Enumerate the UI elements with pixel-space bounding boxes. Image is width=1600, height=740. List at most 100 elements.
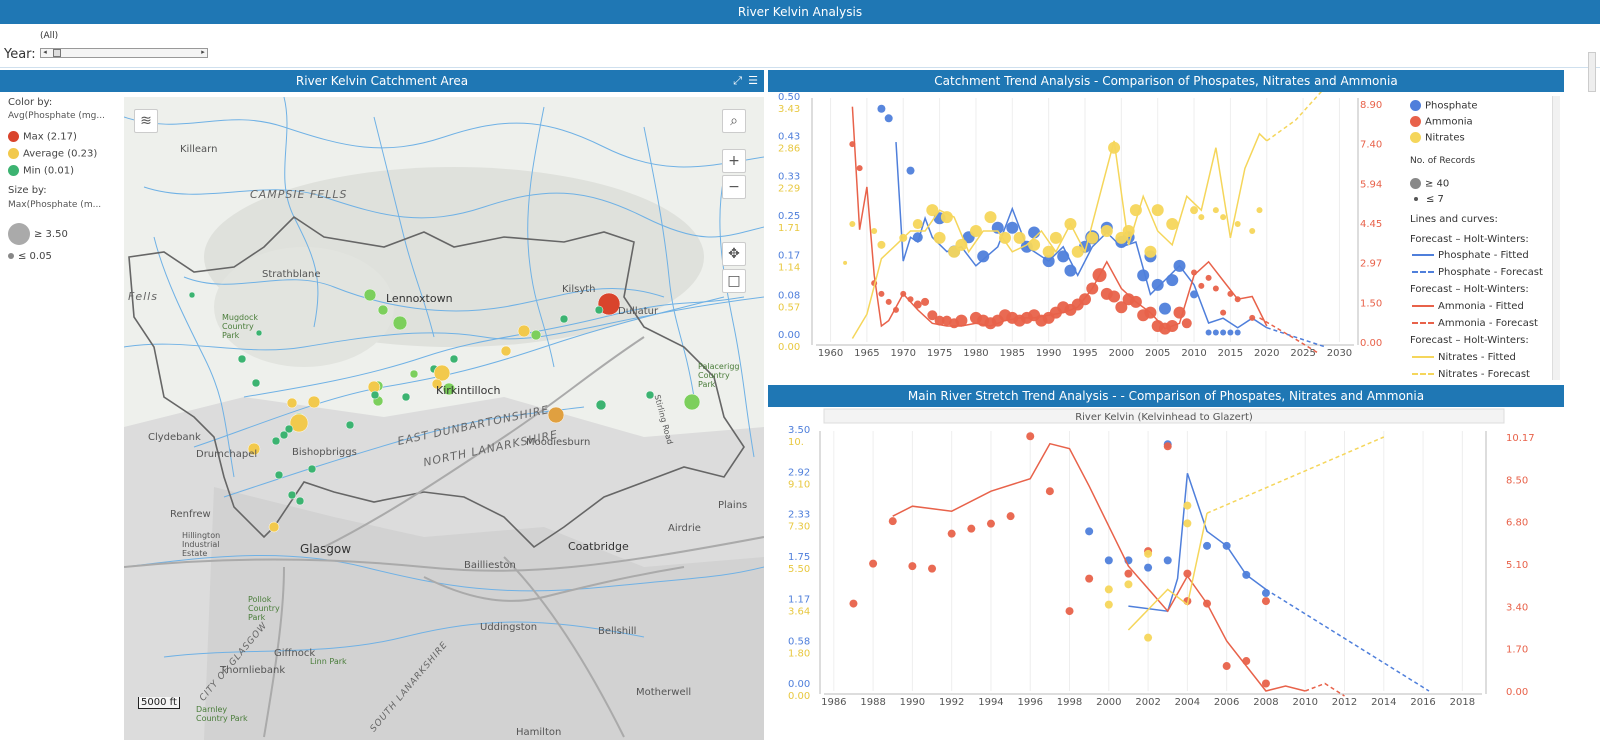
nitrates-point — [843, 260, 848, 265]
ammonia-point — [1115, 301, 1128, 314]
main-stretch-chart[interactable]: River Kelvin (Kelvinhead to Glazert) 1986… — [768, 407, 1564, 740]
nitrates-point — [1166, 218, 1179, 231]
app-title: River Kelvin Analysis — [737, 5, 863, 19]
legend-forecast-title: Forecast – Holt-Winters: — [1410, 335, 1529, 346]
subtitle-bar — [823, 408, 1505, 424]
line-swatch — [1412, 254, 1434, 256]
nitrates-point — [1071, 245, 1084, 258]
x-tick-label: 1994 — [978, 697, 1003, 708]
y-tick-label-ammonia: 1.50 — [1360, 298, 1382, 309]
y-tick-label-phosphate: 2.92 — [788, 467, 810, 478]
slider-knob[interactable] — [53, 49, 61, 57]
legend-max-label: Max (2.17) — [23, 131, 77, 143]
nitrates-point — [1198, 214, 1205, 221]
legend-line-label: Phosphate - Fitted — [1438, 250, 1529, 261]
legend-line-item[interactable]: Ammonia - Forecast — [1410, 318, 1538, 329]
phosphate-point — [1158, 302, 1171, 315]
slider-right-arrow-icon[interactable]: ▸ — [201, 48, 205, 56]
ammonia-point — [921, 297, 930, 306]
map-place-label: Motherwell — [636, 687, 692, 698]
phosphate-point — [977, 250, 990, 263]
ammonia-point — [1205, 274, 1212, 281]
legend-size-small-label: ≤ 7 — [1426, 194, 1444, 205]
phosphate-point — [1203, 541, 1212, 550]
legend-phosphate[interactable]: Phosphate — [1410, 100, 1478, 112]
map-place-label: Pollok Country Park — [248, 595, 280, 622]
nitrates-point — [1249, 227, 1256, 234]
pan-icon[interactable]: ✥ — [722, 242, 746, 266]
size-small-label: ≤ 0.05 — [18, 251, 52, 262]
phosphate-point — [1242, 570, 1251, 579]
legend-forecast-title: Forecast – Holt-Winters: — [1410, 234, 1529, 245]
legend-nitrates[interactable]: Nitrates — [1410, 132, 1465, 144]
map-panel-title: River Kelvin Catchment Area — [295, 74, 469, 88]
legend-average[interactable]: Average (0.23) — [8, 148, 97, 160]
ammonia-forecast-line — [1304, 682, 1345, 697]
map-place-label: Mugdock Country Park — [222, 313, 259, 340]
catchment-chart[interactable]: 1960 1965 1970 1975 1980 1985 1990 1995 2000 2005… — [768, 92, 1408, 380]
phosphate-point — [1227, 329, 1234, 336]
ammonia-point — [856, 165, 863, 172]
ammonia-point — [907, 296, 914, 303]
y-tick-label-nitrates: 3.64 — [788, 606, 810, 617]
ammonia-point — [849, 141, 856, 148]
y-tick-label-ammonia: 1.70 — [1506, 645, 1528, 656]
legend-line-item[interactable]: Ammonia - Fitted — [1410, 301, 1524, 312]
y-tick-label-ammonia: 5.94 — [1360, 179, 1382, 190]
menu-icon[interactable]: ☰ — [748, 74, 758, 87]
size-large-label: ≥ 3.50 — [34, 229, 68, 240]
x-tick-label: 1965 — [854, 348, 879, 359]
ammonia-point — [928, 564, 937, 573]
line-swatch — [1412, 322, 1434, 324]
main-stretch-chart-svg[interactable]: River Kelvin (Kelvinhead to Glazert) 1986… — [768, 407, 1564, 740]
ammonia-point — [869, 559, 878, 568]
expand-icon[interactable]: ⤢ — [733, 74, 742, 87]
y-tick-label-nitrates: 9.10 — [788, 479, 810, 490]
catchment-map[interactable]: Killearn CAMPSIE FELLS Lennoxtown Strath… — [124, 97, 764, 740]
map-place-label: Uddingston — [480, 622, 538, 633]
map-canvas[interactable] — [124, 97, 764, 740]
year-filter-label: Year: — [4, 47, 36, 62]
year-slider[interactable]: ◂ ▸ — [40, 48, 208, 58]
y-tick-label-phosphate: 0.25 — [778, 211, 800, 222]
map-place-label: Renfrew — [170, 509, 211, 520]
legend-line-item[interactable]: Phosphate - Forecast — [1410, 267, 1543, 278]
legend-scrollbar[interactable] — [1552, 96, 1560, 380]
zoom-out-icon[interactable]: − — [722, 175, 746, 199]
color-by-measure: Avg(Phosphate (mg... — [8, 111, 105, 121]
legend-line-item[interactable]: Phosphate - Fitted — [1410, 250, 1529, 261]
nitrates-point — [1042, 245, 1055, 258]
phosphate-point — [1057, 250, 1070, 263]
catchment-chart-svg[interactable]: 1960 1965 1970 1975 1980 1985 1990 1995 2000 2005… — [768, 92, 1408, 380]
ammonia-point — [1144, 306, 1157, 319]
ammonia-point — [1242, 657, 1251, 666]
ammonia-point — [849, 599, 858, 608]
legend-line-item[interactable]: Nitrates - Fitted — [1410, 352, 1516, 363]
ammonia-point — [1234, 296, 1241, 303]
legend-max[interactable]: Max (2.17) — [8, 131, 77, 143]
color-by-title: Color by: — [8, 97, 53, 108]
ammonia-point — [1065, 607, 1074, 616]
select-icon[interactable]: □ — [722, 269, 746, 293]
phosphate-point — [1205, 329, 1212, 336]
ammonia-point — [892, 306, 899, 313]
filter-scrollbar[interactable] — [1588, 52, 1596, 92]
y-tick-label-nitrates: 0.00 — [788, 691, 810, 702]
x-tick-label: 2000 — [1096, 697, 1121, 708]
zoom-in-icon[interactable]: + — [722, 149, 746, 173]
legend-ammonia[interactable]: Ammonia — [1410, 116, 1473, 128]
legend-ammonia-label: Ammonia — [1425, 116, 1473, 128]
nitrates-fitted-line — [1127, 513, 1208, 631]
x-tick-label: 2025 — [1290, 348, 1315, 359]
legend-average-label: Average (0.23) — [23, 148, 98, 160]
nitrates-point — [1104, 585, 1113, 594]
slider-left-arrow-icon[interactable]: ◂ — [43, 48, 47, 56]
phosphate-point — [1137, 269, 1150, 282]
legend-min[interactable]: Min (0.01) — [8, 165, 74, 177]
search-icon[interactable]: ⌕ — [722, 109, 746, 133]
x-tick-label: 2016 — [1410, 697, 1435, 708]
ammonia-point — [1026, 432, 1035, 441]
layers-icon[interactable]: ≋ — [134, 109, 158, 133]
map-place-label: Darnley Country Park — [196, 705, 248, 723]
legend-line-item[interactable]: Nitrates - Forecast — [1410, 369, 1530, 380]
